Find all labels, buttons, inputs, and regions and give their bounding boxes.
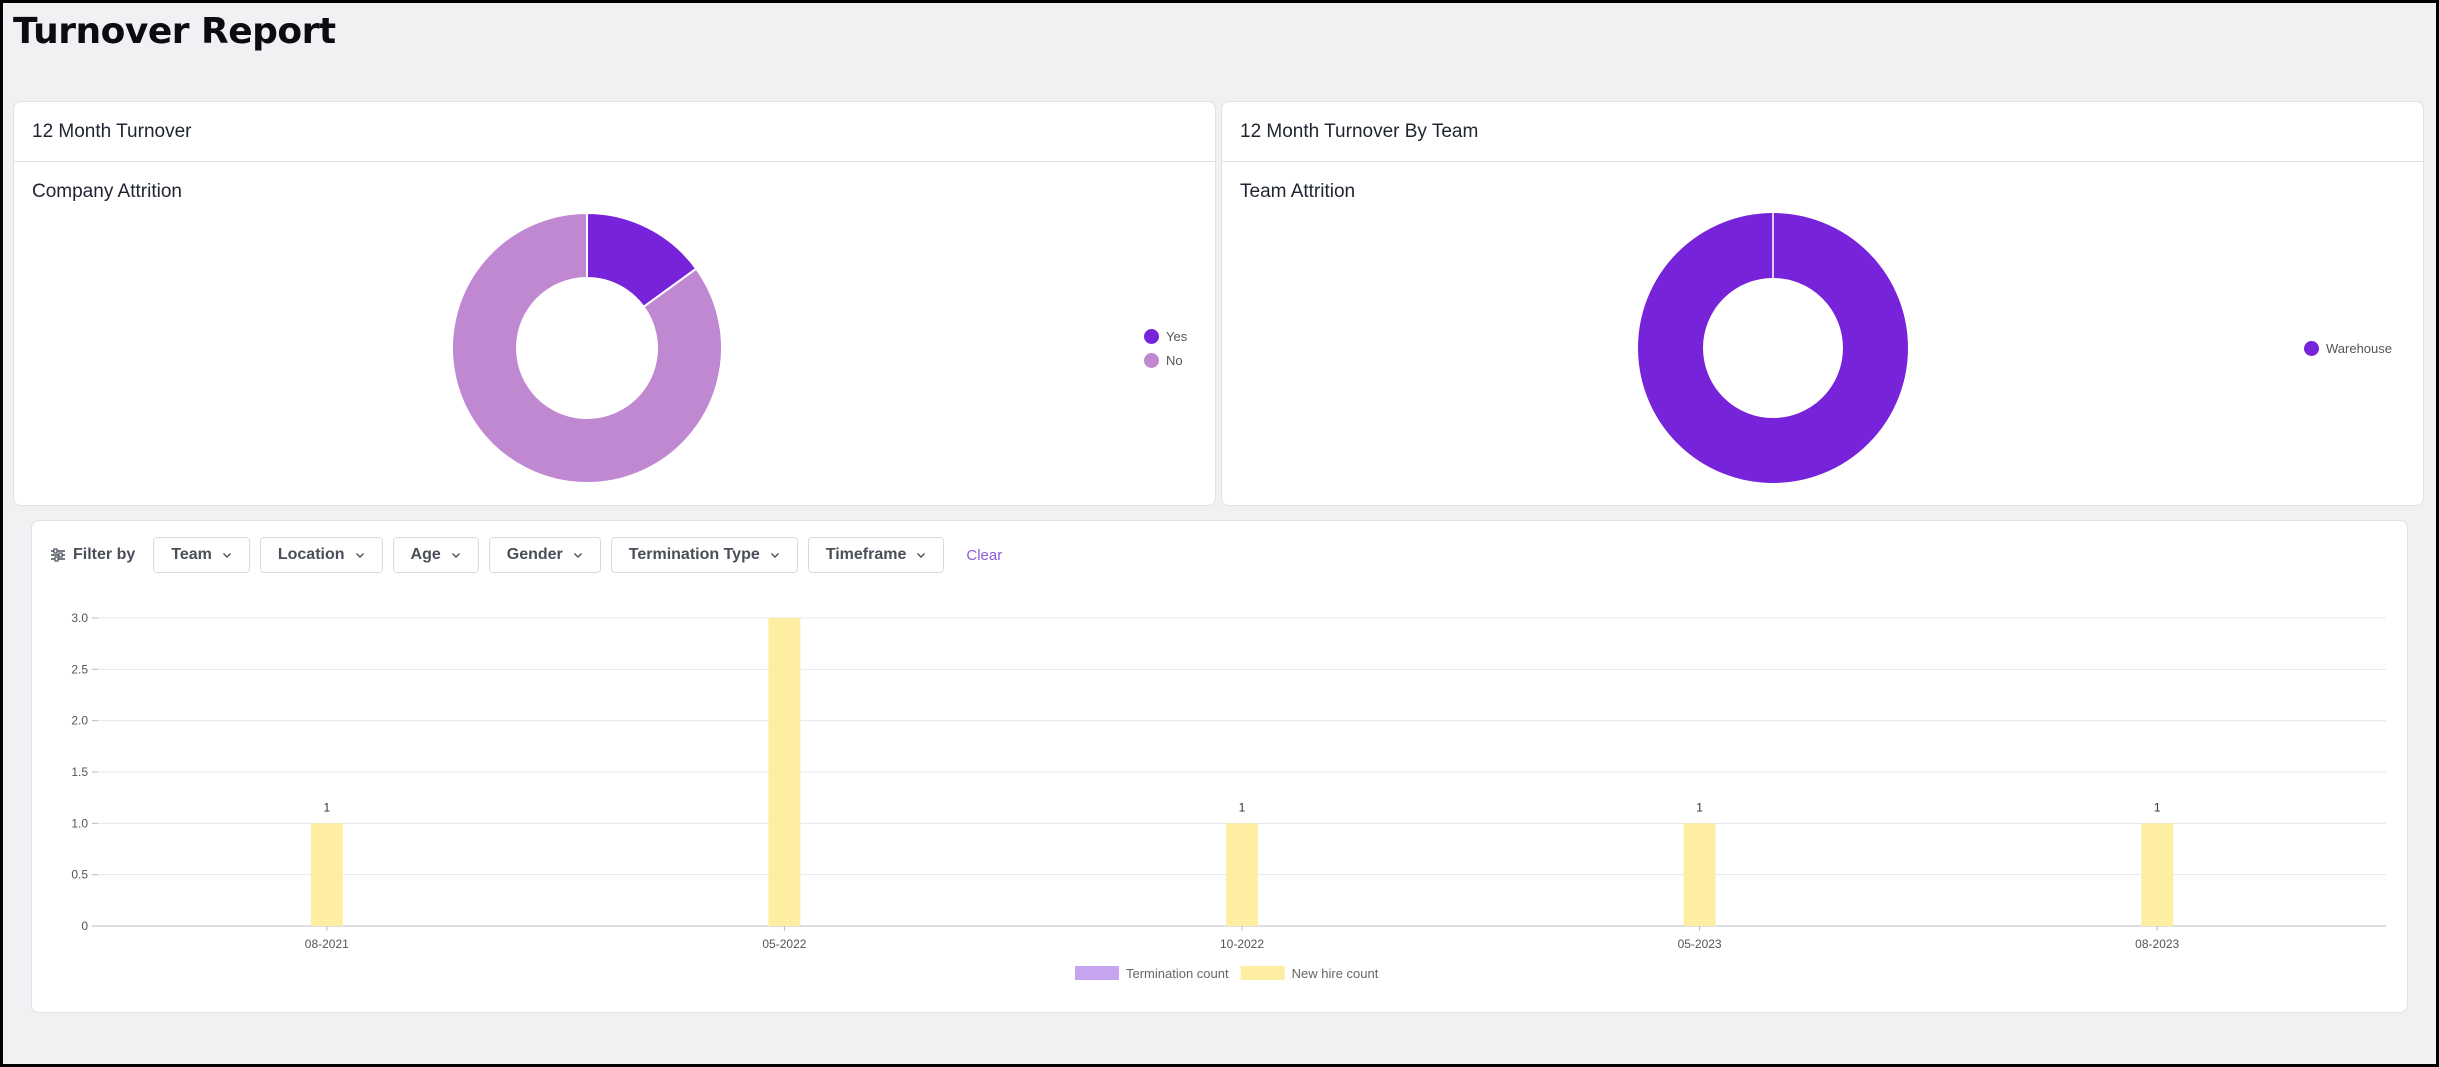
bar-new-hire-count[interactable] (1683, 823, 1716, 926)
company-chart-title: Company Attrition (32, 181, 182, 202)
x-tick-label: 05-2022 (762, 937, 806, 951)
turnover-trend-card: Filter by Team Location Age Gender Termi… (31, 520, 2408, 1013)
x-tick-label: 08-2023 (2135, 937, 2179, 951)
filter-button-label: Gender (506, 546, 563, 563)
filter-location-button[interactable]: Location (259, 537, 383, 573)
filter-button-label: Team (171, 546, 212, 563)
filter-termination-type-button[interactable]: Termination Type (610, 537, 798, 573)
bar-data-label: 1 (323, 800, 330, 814)
clear-filters-link[interactable]: Clear (966, 546, 1003, 564)
y-tick-label: 3.0 (71, 611, 88, 625)
chevron-down-icon (573, 553, 582, 558)
filter-button-label: Termination Type (628, 546, 760, 563)
bar-new-hire-count[interactable] (768, 618, 801, 926)
company-turnover-card: 12 Month Turnover Company Attrition Yes … (13, 101, 1216, 506)
bar-new-hire-count[interactable] (310, 823, 343, 926)
y-tick-label: 2.5 (71, 662, 88, 676)
x-tick-label: 10-2022 (1220, 937, 1264, 951)
filter-age-button[interactable]: Age (392, 537, 479, 573)
chevron-down-icon (917, 553, 926, 558)
legend-label: Yes (1166, 328, 1188, 344)
legend-swatch-new-hire-count[interactable] (1240, 966, 1285, 980)
x-tick-label: 05-2023 (1678, 937, 1722, 951)
x-tick-label: 08-2021 (305, 937, 349, 951)
turnover-bar-chart: 0 0.5 1.0 1.5 2.0 2.5 3.0 1 08-2021 05-2022 1 10-20… (71, 611, 2386, 981)
y-tick-label: 2.0 (71, 714, 88, 728)
filter-by-text: Filter by (73, 546, 136, 563)
legend-label[interactable]: New hire count (1292, 966, 1379, 981)
bar-new-hire-count[interactable] (1226, 823, 1258, 926)
legend-swatch-no (1144, 352, 1159, 368)
team-legend: Warehouse (2304, 336, 2392, 360)
team-card-header: 12 Month Turnover By Team (1222, 102, 2423, 162)
chevron-down-icon (355, 553, 364, 558)
filter-gender-button[interactable]: Gender (488, 537, 601, 573)
company-legend: Yes No (1144, 324, 1187, 372)
legend-item-yes[interactable]: Yes (1144, 324, 1187, 348)
team-chart-title: Team Attrition (1240, 181, 1356, 202)
filter-timeframe-button[interactable]: Timeframe (807, 537, 945, 573)
bar-data-label: 1 (1239, 800, 1246, 814)
filter-button-label: Timeframe (825, 546, 907, 563)
app-window: Turnover Report 12 Month Turnover Compan… (3, 3, 2436, 1064)
y-tick-label: 0.5 (71, 868, 88, 882)
filter-button-label: Location (277, 546, 345, 563)
sliders-icon (51, 548, 65, 562)
bar-data-label: 1 (1696, 800, 1703, 814)
legend-swatch-warehouse (2304, 340, 2319, 356)
legend-swatch-termination-count[interactable] (1075, 966, 1119, 980)
company-card-header: 12 Month Turnover (14, 102, 1215, 162)
chevron-down-icon (770, 553, 779, 558)
chevron-down-icon (451, 553, 460, 558)
bar-data-label: 1 (2154, 800, 2161, 814)
company-attrition-donut (451, 211, 723, 484)
filter-by-label: Filter by (50, 546, 135, 564)
donut-slice-no[interactable] (451, 211, 723, 484)
legend-item-warehouse[interactable]: Warehouse (2304, 336, 2392, 360)
legend-item-no[interactable]: No (1144, 348, 1187, 372)
legend-label[interactable]: Termination count (1126, 966, 1229, 981)
legend-swatch-yes (1144, 328, 1159, 344)
filter-team-button[interactable]: Team (153, 537, 250, 573)
filter-bar: Filter by Team Location Age Gender Termi… (50, 537, 1002, 573)
team-turnover-card: 12 Month Turnover By Team Team Attrition… (1221, 101, 2424, 506)
bar-new-hire-count[interactable] (2141, 823, 2174, 926)
legend-label: No (1166, 352, 1183, 368)
page-title: Turnover Report (13, 11, 336, 52)
chevron-down-icon (222, 553, 231, 558)
team-attrition-donut (1638, 213, 1908, 483)
y-tick-label: 1.5 (71, 765, 88, 779)
filter-button-label: Age (410, 546, 441, 563)
y-tick-label: 0 (81, 919, 88, 933)
legend-label: Warehouse (2326, 340, 2392, 356)
y-tick-label: 1.0 (71, 816, 88, 830)
